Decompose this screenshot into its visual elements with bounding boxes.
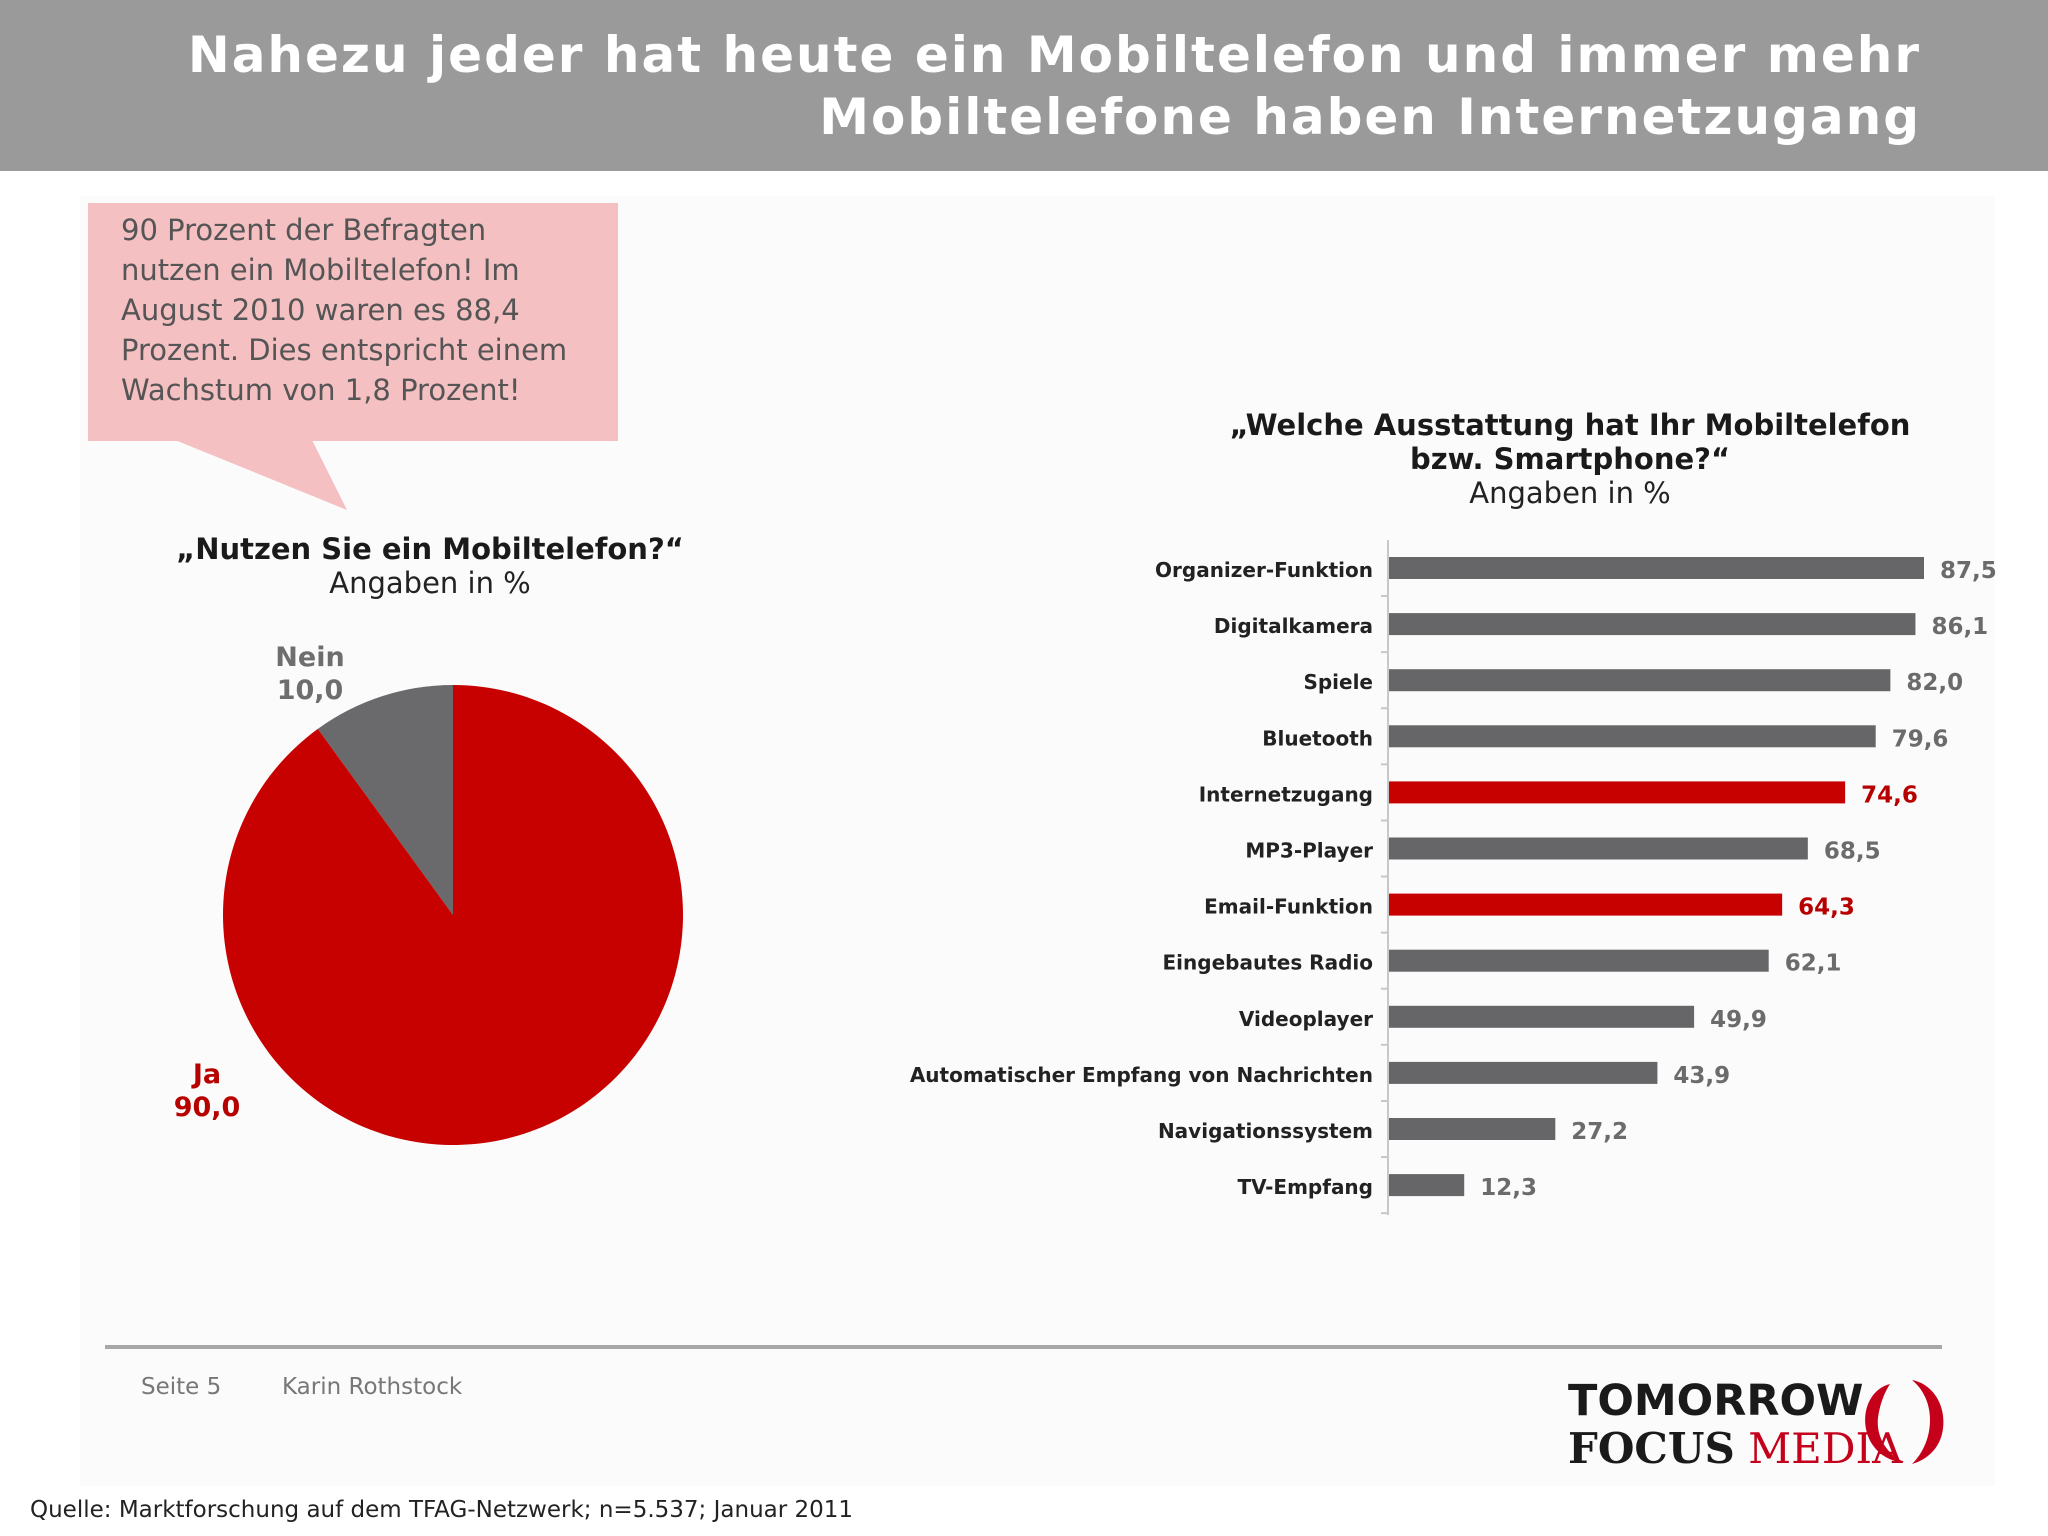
callout-line: August 2010 waren es 88,4	[121, 293, 520, 327]
logo-ring-icon	[1865, 1380, 1944, 1464]
logo-text-focus: FOCUS	[1568, 1424, 1735, 1473]
pie-label-ja: Ja 90,0	[147, 1058, 267, 1124]
bar-chart-subtitle: Angaben in %	[1469, 476, 1671, 510]
source-note: Quelle: Marktforschung auf dem TFAG-Netz…	[30, 1497, 854, 1523]
footer-page-number: Seite 5	[141, 1374, 222, 1400]
callout-line: nutzen ein Mobiltelefon! Im	[121, 253, 520, 287]
pie-label-nein: Nein 10,0	[250, 641, 370, 707]
callout-text: 90 Prozent der Befragten nutzen ein Mobi…	[121, 210, 601, 410]
callout-line: Wachstum von 1,8 Prozent!	[121, 373, 521, 407]
logo-text-bottom: FOCUS MEDIA	[1568, 1424, 1902, 1473]
slide-title-line-1: Nahezu jeder hat heute ein Mobiltelefon …	[187, 26, 1921, 84]
pie-chart-subtitle: Angaben in %	[329, 566, 531, 600]
pie-chart-question: „Nutzen Sie ein Mobiltelefon?“	[176, 532, 684, 566]
pie-label-nein-name: Nein	[275, 642, 345, 673]
callout-line: 90 Prozent der Befragten	[121, 213, 487, 247]
footer-author: Karin Rothstock	[282, 1374, 463, 1400]
callout-line: Prozent. Dies entspricht einem	[121, 333, 568, 367]
callout-box	[88, 203, 618, 441]
bar-chart-question-line-2: bzw. Smartphone?“	[1409, 442, 1731, 476]
pie-label-ja-name: Ja	[192, 1059, 222, 1090]
footer-divider	[105, 1345, 1942, 1349]
slide-title-line-2: Mobiltelefone haben Internetzugang	[819, 88, 1921, 146]
tomorrow-focus-media-logo: TOMORROW FOCUS MEDIA	[1568, 1372, 1948, 1473]
logo-text-tomorrow: TOMORROW	[1568, 1376, 1864, 1426]
pie-chart-title: „Nutzen Sie ein Mobiltelefon?“ Angaben i…	[130, 532, 730, 600]
title-banner: Nahezu jeder hat heute ein Mobiltelefon …	[0, 0, 2048, 171]
pie-label-ja-value: 90,0	[173, 1092, 241, 1123]
bar-chart-question-line-1: „Welche Ausstattung hat Ihr Mobiltelefon	[1229, 408, 1911, 442]
bar-chart-title: „Welche Ausstattung hat Ihr Mobiltelefon…	[1170, 408, 1970, 510]
pie-label-nein-value: 10,0	[276, 675, 344, 706]
